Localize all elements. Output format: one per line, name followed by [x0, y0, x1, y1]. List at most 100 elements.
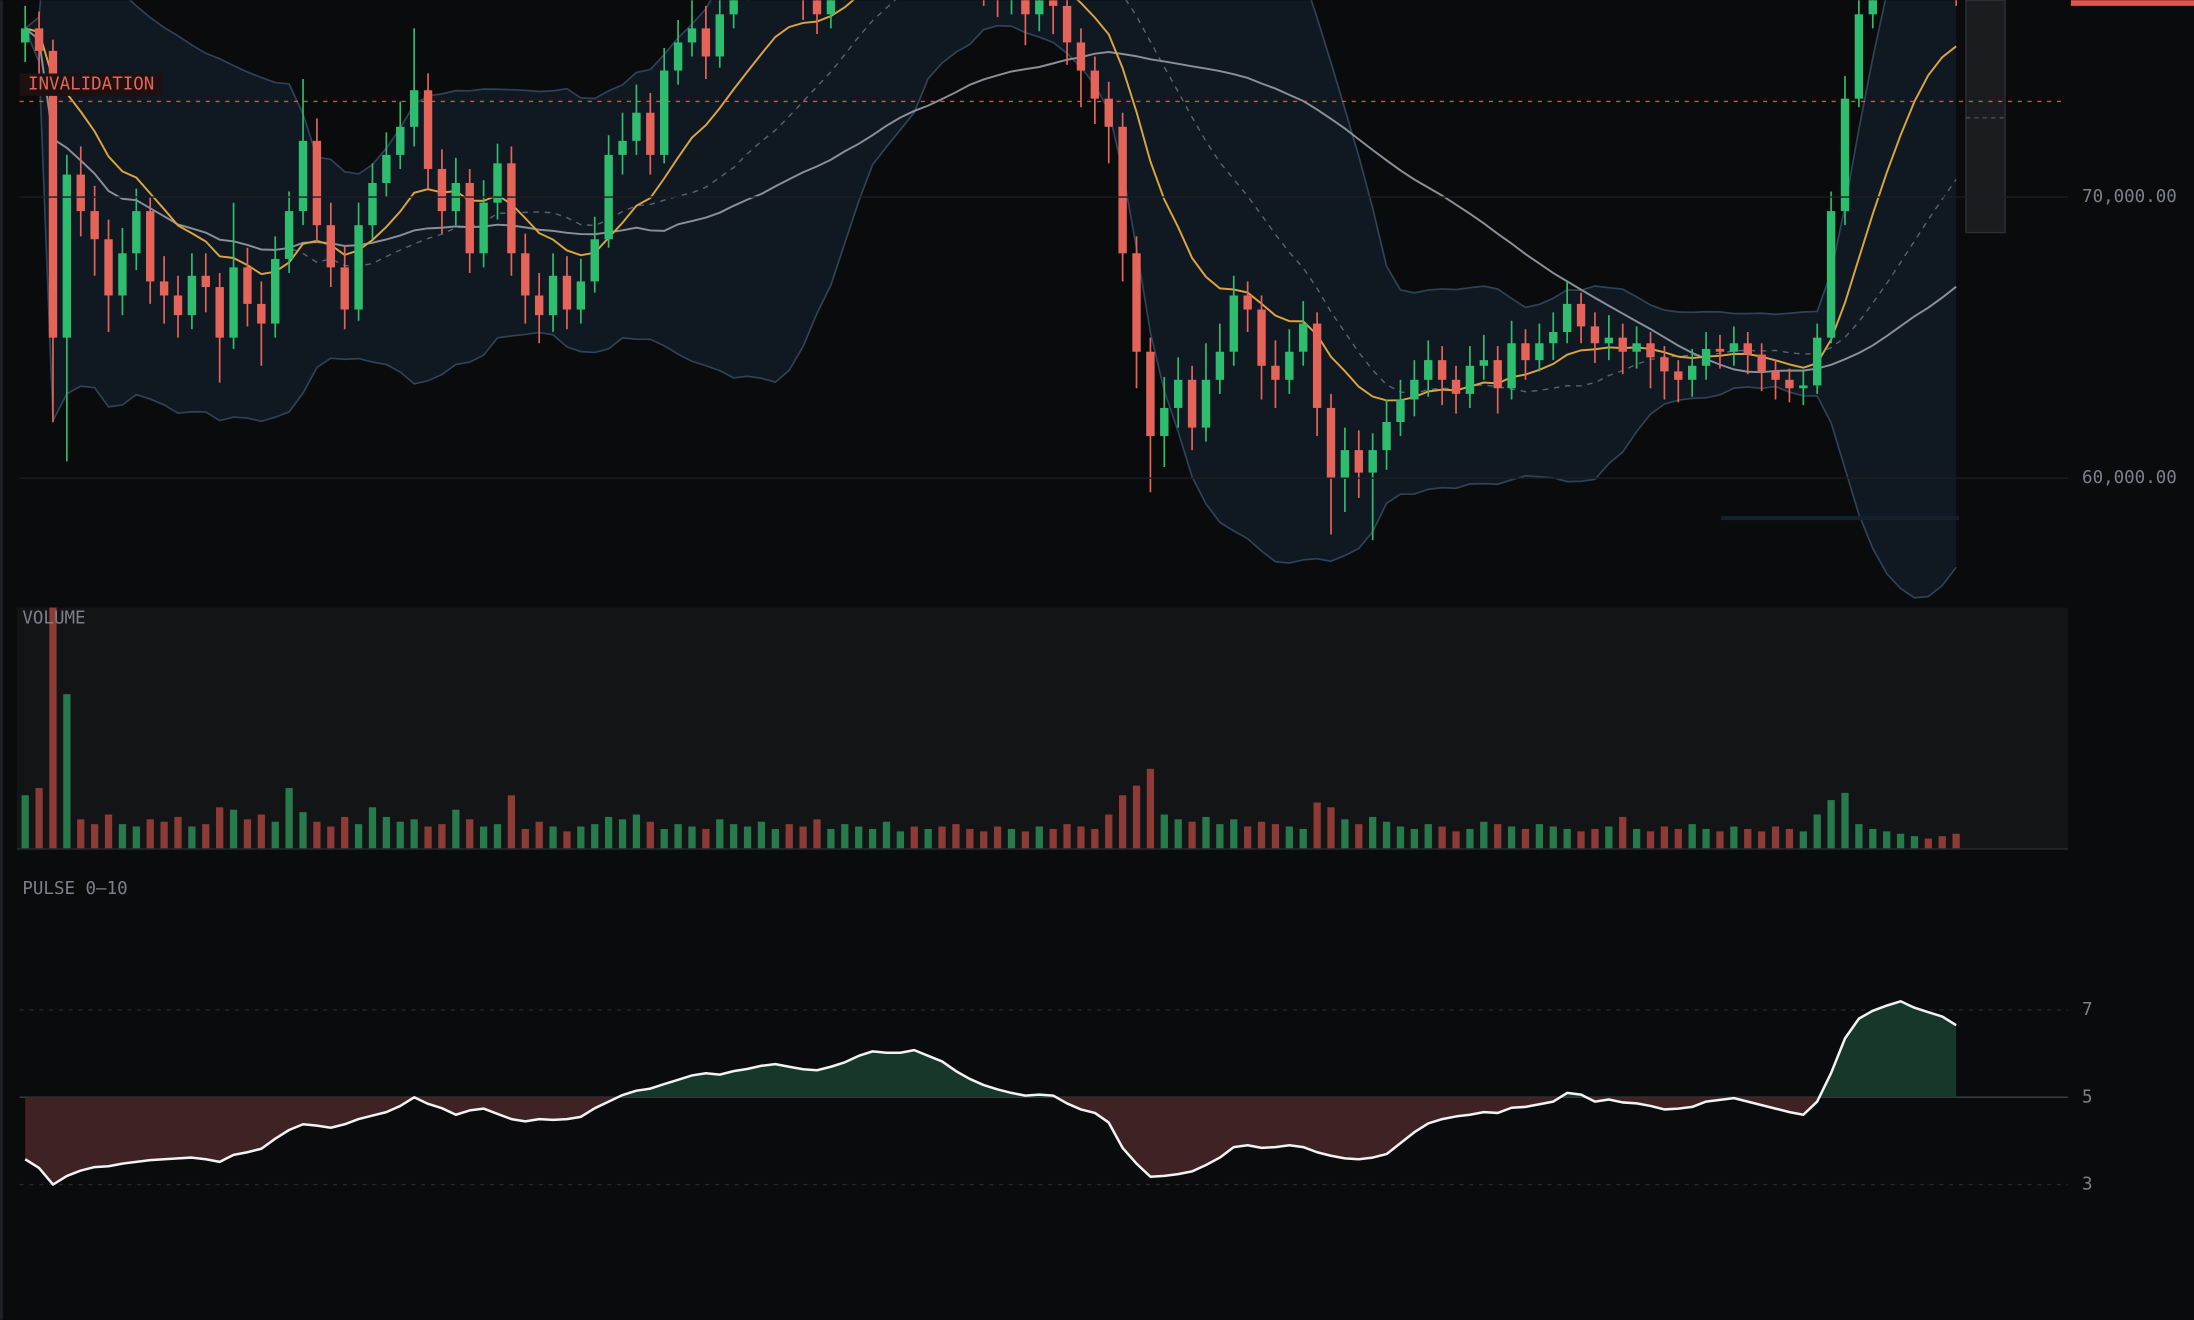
price-pane	[20, 0, 1957, 599]
volume-bar	[243, 819, 252, 849]
volume-bar	[757, 821, 766, 849]
volume-bar	[271, 821, 279, 849]
volume-bar	[702, 828, 710, 849]
candle-body	[1146, 351, 1155, 437]
candle-body	[271, 258, 280, 324]
candle-body	[243, 267, 252, 304]
volume-bar	[618, 819, 627, 849]
candle-body	[1465, 365, 1475, 394]
volume-bar	[980, 831, 988, 849]
volume-bar	[35, 788, 43, 849]
volume-bars	[21, 607, 1960, 849]
volume-bar	[688, 826, 696, 849]
volume-bar	[993, 826, 1002, 849]
candle-body	[1743, 343, 1752, 355]
volume-bar	[743, 826, 752, 849]
volume-bar	[1674, 828, 1682, 849]
candle-body	[1326, 407, 1336, 479]
band-lower	[24, 24, 1957, 599]
candle-body	[493, 163, 502, 203]
volume-bar	[1688, 824, 1696, 849]
candle-body	[1549, 332, 1558, 344]
candle-body	[673, 42, 683, 71]
candle-body	[326, 225, 336, 268]
candle-body	[1813, 337, 1822, 386]
candle-body	[1035, 0, 1044, 15]
volume-bar	[563, 831, 571, 849]
y-tick-label: 7	[2082, 1000, 2093, 1020]
volume-bar	[604, 816, 613, 849]
volume-bar	[632, 814, 641, 849]
candle-body	[1048, 0, 1058, 6]
volume-bar	[21, 795, 29, 849]
candle-body	[465, 183, 474, 254]
candle-body	[1576, 303, 1586, 327]
volume-bar	[1341, 819, 1349, 849]
volume-bar	[730, 824, 738, 849]
band-mid	[24, 0, 1957, 395]
invalidation-label: INVALIDATION	[28, 75, 154, 95]
pulse-pane	[19, 1000, 2069, 1186]
volume-bar	[1758, 831, 1766, 849]
candle-body	[812, 0, 822, 15]
volume-bar	[188, 826, 196, 849]
candle-body	[618, 140, 627, 155]
volume-title: VOLUME	[22, 609, 85, 629]
volume-bar	[479, 826, 488, 849]
volume-bar	[1035, 826, 1043, 849]
volume-bar	[1146, 768, 1155, 849]
candle-body	[479, 202, 488, 254]
volume-bar	[382, 816, 391, 849]
volume-bar	[1160, 814, 1168, 849]
volume-bar	[354, 824, 363, 849]
volume-bar	[1063, 824, 1071, 849]
candle-body	[354, 225, 363, 310]
volume-bar	[1327, 807, 1335, 849]
volume-bar	[1299, 828, 1307, 849]
volume-bar	[1257, 821, 1266, 849]
volume-bar	[341, 816, 349, 849]
candle-body	[1090, 70, 1100, 99]
volume-bar	[535, 821, 543, 849]
candle-body	[1340, 450, 1350, 479]
candle-body	[409, 90, 419, 127]
volume-bar	[1216, 824, 1224, 849]
volume-bar	[1841, 792, 1849, 849]
candle-body	[1521, 343, 1530, 361]
volume-bar	[49, 607, 57, 849]
candle-body	[1646, 343, 1655, 358]
candle-body	[229, 267, 238, 338]
candle-body	[1562, 303, 1572, 333]
volume-bar	[1174, 819, 1182, 849]
volume-bar	[202, 824, 210, 849]
volume-bar	[1563, 828, 1571, 849]
volume-bar	[1313, 802, 1321, 849]
volume-bar	[1938, 836, 1946, 849]
volume-bar	[1230, 819, 1238, 849]
candle-body	[1868, 0, 1877, 15]
volume-bar	[827, 828, 835, 849]
volume-bar	[1577, 831, 1585, 849]
volume-bar	[1924, 838, 1932, 849]
volume-bar	[91, 824, 99, 849]
candle-body	[187, 275, 197, 316]
volume-bar	[1896, 833, 1905, 849]
volume-bar	[1869, 828, 1877, 849]
volume-bar	[1702, 828, 1710, 849]
volume-bar	[1132, 785, 1141, 849]
candle-body	[340, 267, 349, 310]
pulse-title: PULSE 0–10	[22, 879, 127, 899]
volume-bar	[1021, 831, 1030, 849]
candle-body	[1590, 326, 1600, 344]
volume-bar	[1271, 824, 1280, 849]
volume-bar	[924, 828, 932, 849]
volume-bar	[77, 819, 85, 849]
volume-bar	[132, 826, 140, 849]
volume-bar	[146, 819, 154, 849]
volume-bar	[257, 814, 265, 849]
candle-body	[1285, 351, 1294, 380]
candle-body	[1701, 348, 1711, 366]
volume-bar	[1799, 831, 1807, 849]
volume-bar	[1105, 814, 1113, 849]
